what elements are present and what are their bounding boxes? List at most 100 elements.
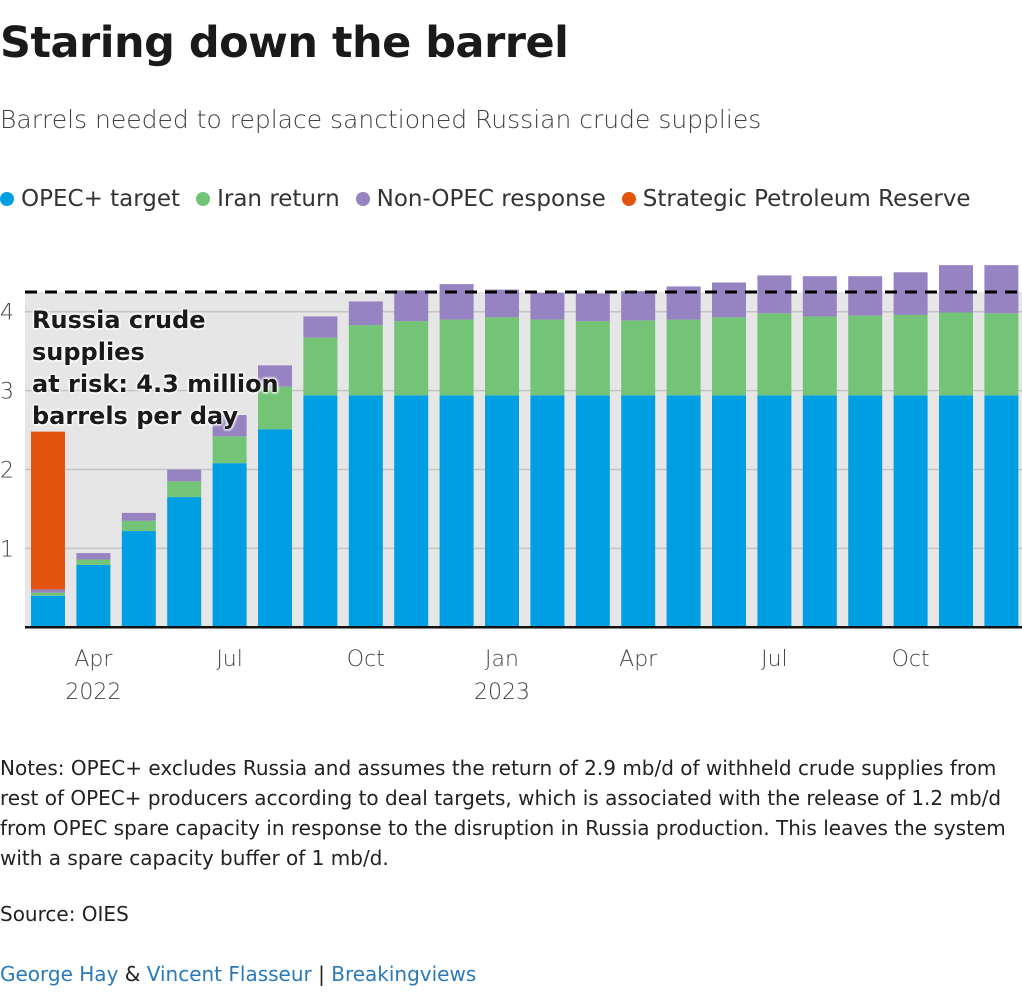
legend-label: Non-OPEC response (376, 186, 606, 212)
legend-item-non-opec: Non-OPEC response (355, 186, 606, 212)
bar-segment-iran-return (167, 481, 202, 498)
bar-segment-opec-target (621, 395, 656, 628)
legend-label: Strategic Petroleum Reserve (642, 186, 971, 212)
legend-item-opec: OPEC+ target (0, 186, 180, 212)
bar-segment-iran-return (621, 320, 656, 396)
chart-title: Staring down the barrel (0, 18, 569, 68)
bar-segment-opec-target (31, 595, 65, 628)
bar-segment-opec-target (485, 395, 519, 628)
bar-segment-strategic-petroleum-reserve (31, 431, 65, 590)
bar-segment-opec-target (348, 395, 383, 628)
bar-segment-opec-target (666, 395, 701, 628)
bar-segment-iran-return (76, 559, 111, 565)
bar-segment-non-opec-response (258, 365, 292, 387)
bar-segment-opec-target (802, 395, 837, 628)
legend-swatch (0, 192, 14, 206)
x-tick-label: Apr (74, 647, 113, 672)
bar-segment-non-opec-response (893, 272, 928, 315)
notes: Notes: OPEC+ excludes Russia and assumes… (0, 756, 1006, 870)
legend-swatch (355, 192, 370, 206)
author-link-vincent-flasseur[interactable]: Vincent Flasseur (146, 962, 312, 986)
bar-segment-opec-target (167, 497, 202, 628)
bar-segment-non-opec-response (212, 415, 247, 437)
source: Source: OIES (0, 902, 129, 926)
bar-segment-opec-target (212, 463, 247, 628)
bar-segment-opec-target (439, 395, 474, 628)
bar-segment-iran-return (31, 592, 65, 596)
y-tick-label: 2 (0, 459, 14, 484)
reference-annotation: Russia crude supplies at risk: 4.3 milli… (32, 304, 322, 432)
bar-segment-non-opec-response (712, 282, 746, 318)
y-tick-label: 4 (0, 301, 14, 326)
bar-segment-opec-target (893, 395, 928, 628)
author-link-george-hay[interactable]: George Hay (0, 962, 119, 986)
x-tick-year-label: 2023 (474, 680, 530, 705)
bar-segment-iran-return (757, 313, 792, 396)
bar-segment-non-opec-response (848, 276, 883, 316)
bar-segment-iran-return (984, 313, 1019, 396)
bar-segment-opec-target (530, 395, 565, 628)
bar-segment-iran-return (530, 319, 565, 396)
bar-segment-iran-return (121, 520, 156, 532)
y-tick-label: 3 (0, 380, 14, 405)
legend-swatch (621, 192, 636, 206)
x-tick-label: Jul (761, 647, 788, 672)
bar-segment-non-opec-response (348, 301, 383, 326)
bar-segment-iran-return (394, 321, 429, 396)
bar-segment-iran-return (348, 325, 383, 396)
bar-segment-iran-return (712, 317, 746, 396)
stacked-bar-chart: 1 2 3 4 Apr 2022 Jul Oct Jan 2023 Apr Jul Oct (0, 265, 1022, 705)
legend-item-spr: Strategic Petroleum Reserve (621, 186, 971, 212)
byline: George Hay & Vincent Flasseur | Breaking… (0, 962, 476, 986)
bar-segment-iran-return (848, 315, 883, 396)
bar-segment-opec-target (712, 395, 746, 628)
bar-segment-iran-return (666, 319, 701, 396)
legend-label: Iran return (217, 186, 340, 212)
bar-segment-non-opec-response (621, 291, 656, 321)
bar-segment-non-opec-response (984, 265, 1019, 314)
legend: OPEC+ target Iran return Non-OPEC respon… (0, 186, 971, 212)
y-tick-label: 1 (0, 537, 14, 562)
bar-segment-iran-return (258, 386, 292, 430)
bar-segment-opec-target (303, 395, 338, 628)
bar-segment-non-opec-response (439, 284, 474, 320)
bar-segment-iran-return (439, 319, 474, 396)
x-tick-label: Jan (485, 647, 519, 672)
bar-segment-opec-target (984, 395, 1019, 628)
annotation-line: barrels per day (32, 402, 239, 430)
bar-segment-iran-return (802, 316, 837, 396)
bar-segment-non-opec-response (76, 553, 111, 560)
x-tick-label: Oct (892, 647, 930, 672)
bar-segment-non-opec-response (939, 265, 973, 313)
x-tick-label: Apr (619, 647, 658, 672)
bar-segment-non-opec-response (303, 316, 338, 338)
bar-segment-opec-target (757, 395, 792, 628)
bar-segment-opec-target (258, 429, 292, 628)
chart-subtitle: Barrels needed to replace sanctioned Rus… (0, 105, 762, 134)
outlet-link-breakingviews[interactable]: Breakingviews (331, 962, 477, 986)
bar-segment-non-opec-response (394, 290, 429, 322)
bar-segment-iran-return (939, 312, 973, 396)
annotation-line: Russia crude supplies (32, 306, 206, 366)
bar-segment-iran-return (212, 436, 247, 464)
bar-segment-non-opec-response (530, 292, 565, 320)
x-tick-label: Oct (347, 647, 385, 672)
bar-segment-non-opec-response (167, 469, 202, 482)
ampersand: & (124, 962, 141, 986)
legend-label: OPEC+ target (21, 186, 181, 212)
bar-segment-iran-return (485, 317, 519, 396)
bar-segment-opec-target (394, 395, 429, 628)
bar-segment-opec-target (121, 531, 156, 628)
bar-segment-non-opec-response (575, 293, 610, 322)
legend-item-iran: Iran return (196, 186, 340, 212)
x-tick-label: Jul (216, 647, 243, 672)
bar-segment-iran-return (575, 321, 610, 396)
bar-segment-non-opec-response (121, 512, 156, 521)
bar-segment-non-opec-response (485, 289, 519, 318)
x-tick-year-label: 2022 (65, 680, 121, 705)
bar-segment-opec-target (848, 395, 883, 628)
annotation-line: at risk: 4.3 million (32, 370, 279, 398)
bar-segment-iran-return (303, 337, 338, 396)
bar-segment-opec-target (575, 395, 610, 628)
bar-segment-non-opec-response (802, 276, 837, 317)
